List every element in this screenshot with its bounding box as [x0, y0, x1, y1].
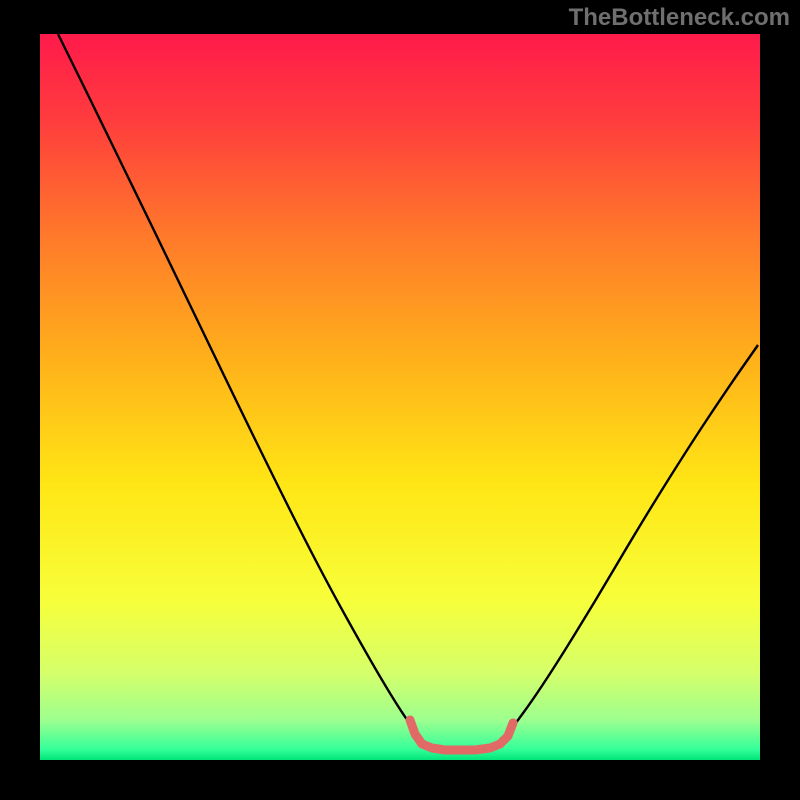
chart-canvas: TheBottleneck.com	[0, 0, 800, 800]
watermark-text: TheBottleneck.com	[569, 4, 790, 32]
gradient-rect	[40, 34, 760, 760]
curve-right	[507, 345, 758, 735]
bottom-trace	[410, 720, 513, 750]
border-left	[0, 0, 40, 800]
curve-left	[58, 34, 418, 735]
border-bottom	[0, 760, 800, 800]
chart-svg	[0, 0, 800, 800]
border-right	[760, 0, 800, 800]
